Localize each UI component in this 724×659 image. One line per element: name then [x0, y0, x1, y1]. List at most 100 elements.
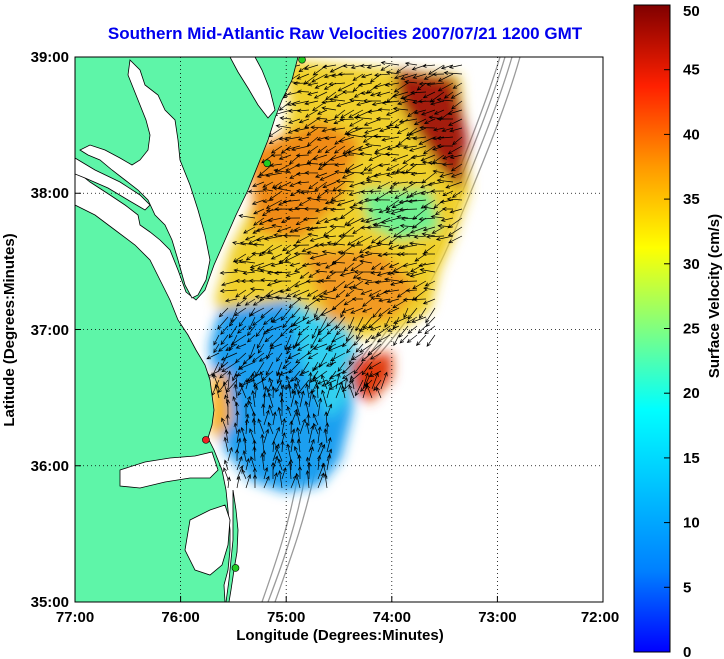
- velocity-arrow: [248, 343, 256, 360]
- velocity-arrow: [326, 453, 332, 471]
- velocity-arrow: [359, 343, 373, 353]
- velocity-arrow: [243, 226, 256, 234]
- velocity-arrow: [414, 253, 427, 262]
- velocity-arrow: [410, 171, 427, 176]
- velocity-region-cyan: [290, 300, 365, 420]
- velocity-arrow: [225, 343, 238, 351]
- velocity-arrow: [364, 127, 382, 134]
- velocity-arrow: [362, 316, 373, 329]
- velocity-arrow: [263, 428, 270, 444]
- velocity-arrow: [396, 127, 409, 134]
- velocity-arrow: [335, 289, 346, 298]
- velocity-arrow: [420, 154, 436, 162]
- velocity-arrow: [286, 289, 301, 297]
- velocity-arrow: [248, 235, 265, 244]
- velocity-arrow: [338, 136, 355, 143]
- velocity-arrow: [396, 215, 409, 220]
- velocity-arrow: [402, 145, 418, 150]
- velocity-arrow: [304, 109, 319, 118]
- velocity-arrow: [311, 73, 328, 83]
- velocity-arrow: [309, 253, 328, 260]
- velocity-arrow: [366, 225, 382, 230]
- velocity-arrow: [377, 107, 391, 112]
- velocity-arrow: [271, 316, 283, 323]
- velocity-arrow: [341, 370, 355, 380]
- velocity-arrow: [447, 109, 463, 116]
- velocity-arrow: [362, 98, 382, 103]
- velocity-arrow: [386, 172, 400, 177]
- velocity-arrow: [263, 316, 274, 326]
- velocity-arrow: [243, 402, 249, 417]
- colorbar-tick-label: 35: [683, 191, 700, 208]
- map-title: Southern Mid-Atlantic Raw Velocities 200…: [108, 24, 583, 43]
- velocity-arrow: [375, 289, 391, 297]
- velocity-arrow: [344, 170, 364, 175]
- velocity-arrow: [422, 63, 436, 68]
- velocity-arrow: [313, 307, 319, 319]
- velocity-arrow: [409, 162, 427, 167]
- velocity-arrow: [436, 143, 454, 149]
- velocity-arrow: [346, 150, 364, 156]
- velocity-arrow: [223, 459, 229, 471]
- velocity-arrow: [245, 377, 250, 390]
- velocity-arrow: [349, 181, 364, 188]
- velocity-arrow: [305, 421, 310, 435]
- velocity-arrow: [383, 277, 400, 282]
- velocity-arrow: [315, 197, 328, 202]
- velocity-arrow: [220, 352, 238, 361]
- velocity-arrow: [317, 426, 322, 444]
- velocity-arrow: [238, 259, 256, 264]
- velocity-arrow: [349, 118, 364, 127]
- velocity-arrow: [253, 208, 265, 215]
- velocity-arrow: [317, 145, 328, 154]
- velocity-arrow: [313, 361, 328, 370]
- velocity-arrow: [375, 116, 391, 121]
- velocity-arrow: [448, 118, 463, 126]
- velocity-arrow: [291, 100, 310, 106]
- velocity-arrow: [315, 217, 328, 225]
- velocity-arrow: [397, 100, 409, 106]
- velocity-arrow: [295, 153, 310, 158]
- y-tick-label: 36:00: [31, 458, 69, 475]
- velocity-arrow: [299, 190, 319, 195]
- velocity-arrow: [220, 334, 229, 346]
- velocity-arrow: [358, 325, 373, 332]
- velocity-arrow: [387, 325, 400, 332]
- velocity-arrow: [272, 186, 292, 192]
- radar-station-marker: [263, 159, 271, 168]
- velocity-arrow: [368, 154, 382, 161]
- velocity-arrow: [293, 251, 310, 256]
- velocity-arrow: [393, 334, 400, 347]
- velocity-arrow: [342, 63, 355, 68]
- velocity-arrow: [348, 109, 364, 118]
- velocity-arrow: [318, 162, 337, 167]
- velocity-arrow: [219, 270, 238, 275]
- velocity-arrow: [244, 235, 256, 241]
- velocity-arrow: [353, 269, 373, 274]
- velocity-arrow: [260, 452, 265, 471]
- velocity-arrow: [389, 270, 409, 275]
- velocity-arrow: [330, 190, 346, 201]
- velocity-arrow: [410, 90, 427, 95]
- velocity-arrow: [418, 307, 427, 319]
- velocity-arrow: [322, 64, 337, 69]
- velocity-arrow: [277, 181, 292, 189]
- velocity-arrow: [222, 381, 229, 399]
- velocity-arrow: [362, 307, 373, 313]
- velocity-arrow: [257, 343, 265, 354]
- velocity-arrow: [316, 136, 328, 141]
- velocity-arrow: [306, 127, 319, 136]
- velocity-arrow: [232, 396, 238, 408]
- velocity-arrow: [223, 436, 229, 453]
- velocity-arrow: [362, 134, 382, 139]
- velocity-arrow: [397, 234, 409, 239]
- velocity-arrow: [384, 82, 400, 87]
- velocity-arrow: [321, 106, 337, 111]
- velocity-arrow: [376, 386, 382, 399]
- velocity-arrow: [335, 316, 346, 330]
- velocity-arrow: [372, 222, 391, 228]
- velocity-arrow: [219, 370, 229, 379]
- velocity-arrow: [317, 397, 323, 417]
- velocity-arrow: [245, 473, 252, 489]
- velocity-arrow: [407, 199, 427, 204]
